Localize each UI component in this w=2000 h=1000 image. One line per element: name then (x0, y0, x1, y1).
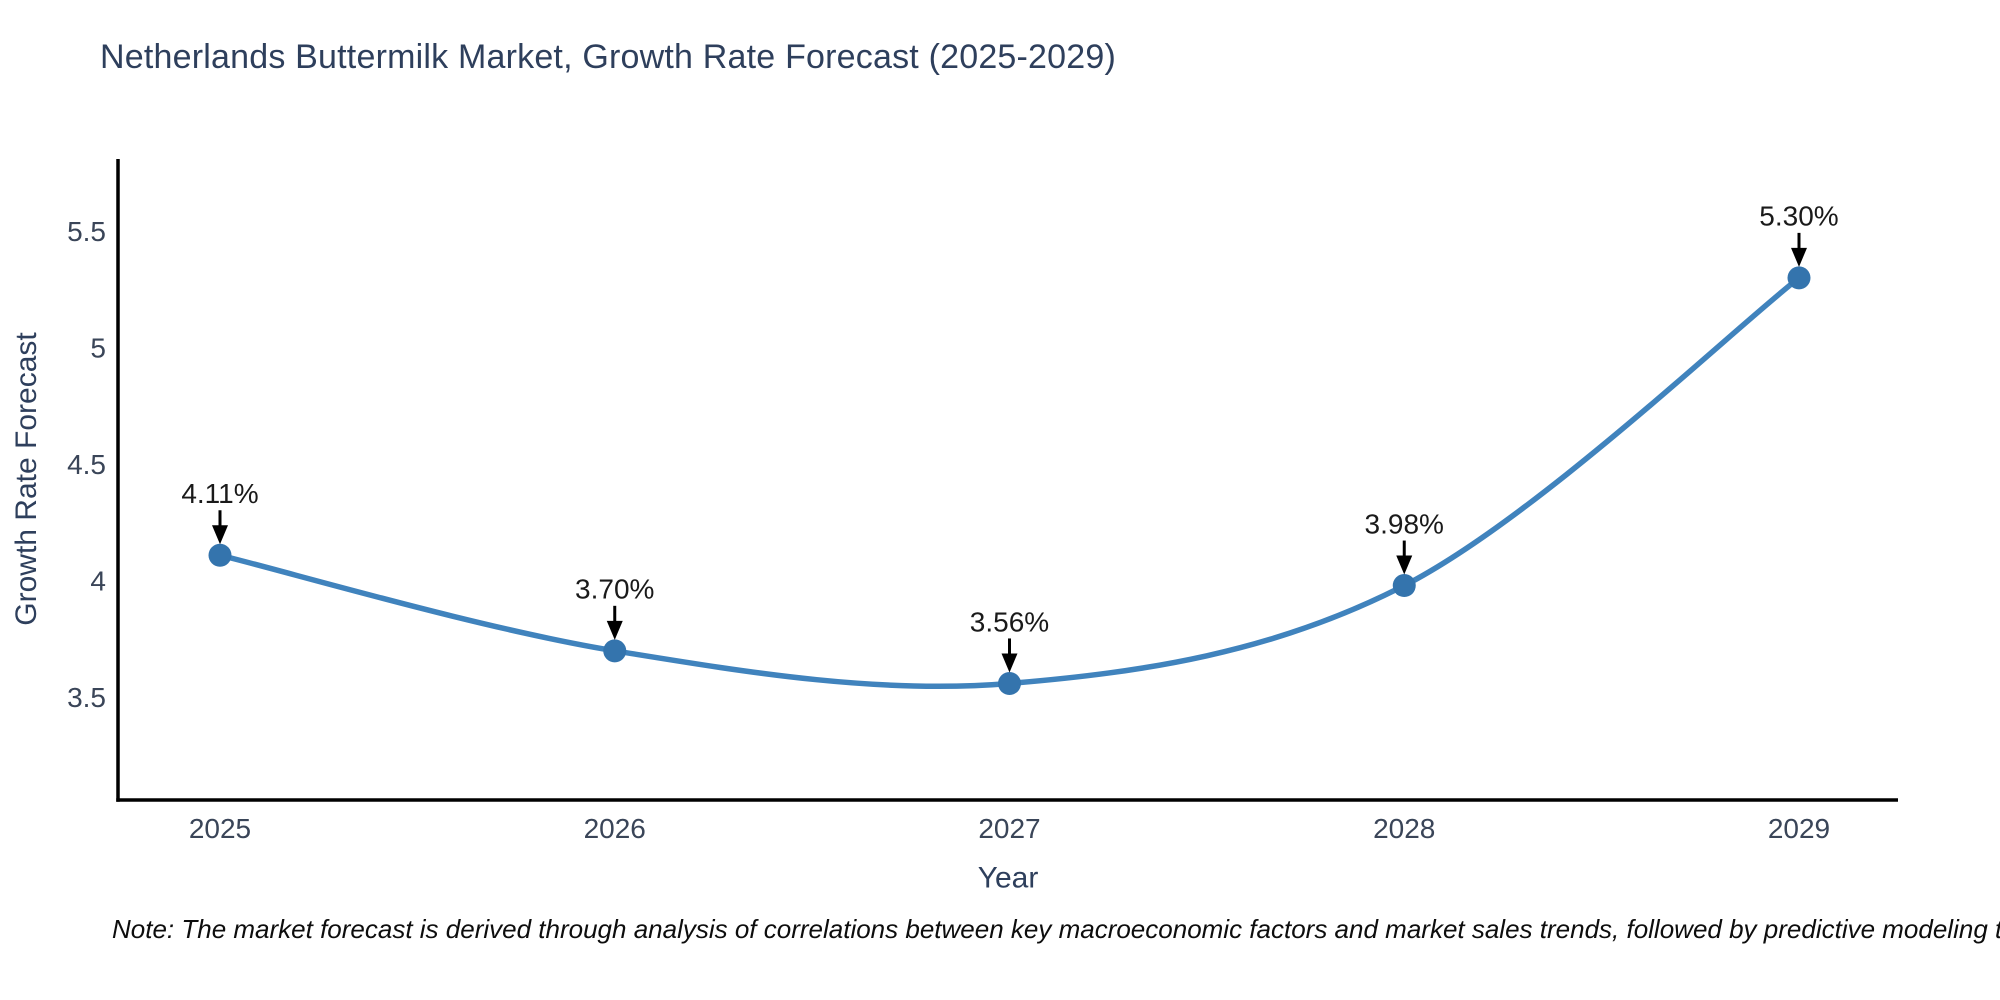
annotation-arrowhead (1001, 653, 1018, 673)
x-axis-title: Year (978, 862, 1039, 895)
y-tick-label: 4.5 (67, 449, 106, 480)
x-tick-label: 2029 (1768, 813, 1830, 844)
y-tick-label: 5 (90, 333, 106, 364)
point-annotation-label: 4.11% (181, 478, 258, 509)
x-tick-label: 2026 (584, 813, 646, 844)
y-axis-title: Growth Rate Forecast (10, 332, 43, 626)
data-point-marker-2025 (208, 543, 232, 567)
chart-title: Netherlands Buttermilk Market, Growth Ra… (100, 38, 1117, 76)
y-tick-label: 3.5 (67, 682, 106, 713)
series-layer (208, 266, 1811, 695)
data-point-marker-2029 (1787, 266, 1811, 290)
axes-layer: 3.5 4 4.5 5 5.5 2025 2026 2027 2028 2029 (67, 159, 1898, 844)
point-annotation-label: 3.98% (1365, 508, 1444, 539)
annotation-layer: 4.11% 3.70% 3.56% 3.98% 5.30% (181, 201, 1839, 673)
data-point-marker-2028 (1392, 574, 1416, 598)
point-annotation-label: 3.70% (575, 574, 654, 605)
data-point-marker-2027 (998, 671, 1021, 695)
annotation-arrowhead (1396, 555, 1413, 575)
x-tick-label: 2028 (1373, 813, 1435, 844)
point-annotation-label: 5.30% (1759, 201, 1838, 232)
footnote: Note: The market forecast is derived thr… (112, 914, 2000, 944)
annotation-arrowhead (606, 620, 623, 640)
data-point-marker-2026 (603, 639, 627, 663)
x-tick-label: 2025 (189, 813, 251, 844)
annotation-arrowhead (1791, 247, 1807, 267)
annotation-arrowhead (212, 525, 228, 545)
point-annotation-label: 3.56% (970, 606, 1049, 637)
y-tick-label: 5.5 (67, 216, 106, 247)
x-tick-label: 2027 (978, 813, 1040, 844)
y-tick-label: 4 (90, 566, 106, 597)
